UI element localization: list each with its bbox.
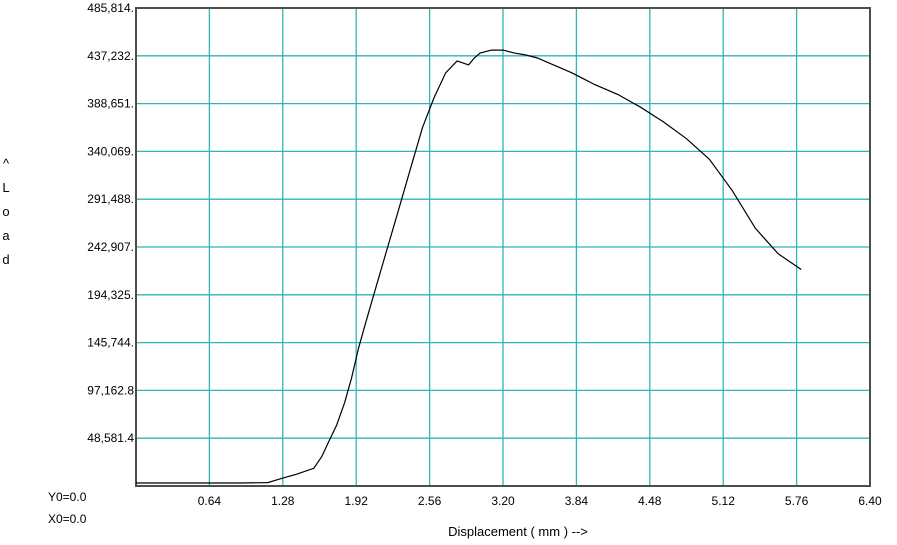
y-tick-label: 437,232.: [87, 49, 134, 63]
y-axis-title-char: o: [2, 204, 9, 219]
y-tick-label: 242,907.: [87, 240, 134, 254]
origin-x-label: X0=0.0: [48, 512, 87, 526]
y-tick-label: 291,488.: [87, 192, 134, 206]
horizontal-gridlines: [136, 55, 870, 439]
x-axis-title: Displacement ( mm ) -->: [448, 524, 588, 539]
y-axis-title-char: d: [2, 252, 9, 267]
origin-y-label: Y0=0.0: [48, 490, 87, 504]
x-tick-label: 3.84: [565, 494, 589, 508]
load-series-line: [136, 49, 802, 484]
y-axis-title-char: L: [2, 180, 9, 195]
x-tick-label: 6.40: [858, 494, 882, 508]
x-tick-label: 1.28: [271, 494, 295, 508]
x-tick-label: 0.64: [198, 494, 222, 508]
y-axis-arrow: ^: [3, 156, 10, 171]
x-tick-label: 5.76: [785, 494, 809, 508]
y-tick-label: 145,744.: [87, 336, 134, 350]
y-tick-label: 485,814.: [87, 1, 134, 15]
y-axis-title-char: a: [2, 228, 10, 243]
x-tick-label: 4.48: [638, 494, 662, 508]
plot-frame: [135, 7, 871, 487]
y-tick-label: 97,162.8: [87, 383, 134, 397]
y-tick-label: 194,325.: [87, 288, 134, 302]
x-tick-label: 3.20: [491, 494, 515, 508]
x-tick-label: 2.56: [418, 494, 442, 508]
x-tick-label: 5.12: [712, 494, 736, 508]
y-tick-label: 340,069.: [87, 144, 134, 158]
y-tick-label: 48,581.4: [87, 431, 134, 445]
y-tick-label: 388,651.: [87, 97, 134, 111]
x-tick-label: 1.92: [345, 494, 369, 508]
x-tick-labels: 0.64 1.28 1.92 2.56 3.20 3.84 4.48 5.12 5.76 6.40: [198, 494, 882, 508]
y-tick-labels: 48,581.4 97,162.8 145,744. 194,325. 242,907.…: [87, 1, 134, 445]
